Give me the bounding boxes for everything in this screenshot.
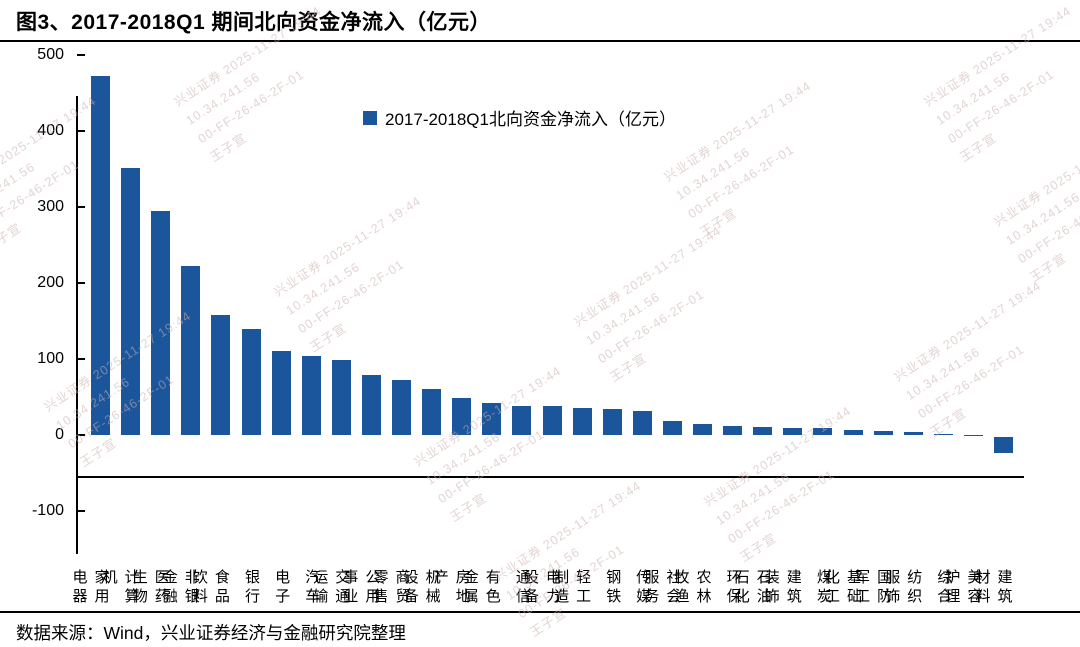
- x-axis-label: 纺织服饰: [883, 569, 923, 607]
- bar: [632, 410, 652, 435]
- bar: [783, 428, 803, 435]
- legend-marker-icon: [363, 110, 377, 125]
- y-tick-label: -100: [31, 502, 64, 519]
- bar: [181, 265, 201, 435]
- x-axis-label: 有色金属: [461, 569, 501, 607]
- bar: [392, 379, 411, 435]
- bar: [452, 397, 472, 435]
- x-axis-label: 社会服务: [642, 569, 682, 607]
- x-axis-label: 美容护理: [943, 569, 983, 607]
- bar: [482, 403, 502, 435]
- bar: [301, 355, 321, 435]
- x-axis-label: 汽车: [303, 569, 321, 607]
- x-axis-label: 环保: [724, 569, 742, 607]
- y-tick-mark: [77, 434, 85, 436]
- bar: [933, 433, 953, 435]
- x-axis-label: 房地产: [431, 569, 471, 607]
- x-axis-label: 食品饮料: [190, 569, 230, 607]
- y-tick-label: 300: [37, 198, 64, 215]
- bar: [151, 210, 171, 435]
- legend: 2017-2018Q1北向资金净流入（亿元）: [363, 105, 676, 130]
- x-axis-label: 国防军工: [853, 569, 893, 607]
- x-axis-label: 医药生物: [130, 569, 170, 607]
- x-axis-label: 家用电器: [70, 569, 110, 607]
- y-tick-mark: [77, 130, 85, 132]
- x-axis-label: 计算机: [100, 569, 140, 607]
- legend-label: 2017-2018Q1北向资金净流入（亿元）: [385, 110, 676, 129]
- x-axis-label: 电子: [273, 569, 291, 607]
- x-axis-label: 非银金融: [160, 569, 200, 607]
- bar: [813, 428, 833, 435]
- y-tick-mark: [77, 54, 85, 56]
- x-axis-label: 基础化工: [823, 569, 862, 607]
- bar: [512, 406, 532, 435]
- y-tick-mark: [77, 206, 85, 208]
- bar: [903, 431, 923, 435]
- bar: [753, 427, 773, 435]
- x-axis-label: 建筑材料: [973, 569, 1013, 607]
- bar: [723, 425, 743, 435]
- x-axis-label: 机械设备: [401, 569, 441, 607]
- bar: [994, 437, 1013, 453]
- bar: [572, 408, 592, 435]
- x-axis-label: 综合: [935, 569, 953, 607]
- bar: [91, 76, 110, 435]
- y-axis-line: [76, 96, 78, 554]
- x-axis-label: 农林牧渔: [672, 569, 712, 607]
- bar: [211, 314, 231, 435]
- bar: [662, 420, 682, 435]
- x-axis-label: 建筑装饰: [762, 569, 802, 607]
- y-tick-mark: [77, 510, 85, 512]
- bar: [121, 168, 141, 435]
- x-axis-label: 银行: [243, 569, 260, 607]
- x-axis-line: [77, 476, 1024, 478]
- y-tick-label: 400: [37, 122, 64, 139]
- bar-chart: 500 400 300 200 100 0 -100 2017-2018Q1北向资金净流入（…: [0, 42, 1080, 611]
- bar: [271, 350, 291, 435]
- x-axis-label: 钢铁: [604, 569, 622, 607]
- x-axis-label: 通信: [513, 569, 531, 607]
- y-tick-label: 500: [37, 46, 64, 63]
- bar: [693, 424, 712, 435]
- chart-divider: [0, 611, 1080, 613]
- bar: [542, 406, 562, 435]
- y-tick-mark: [77, 358, 85, 360]
- bar: [602, 409, 622, 435]
- bar: [331, 359, 351, 435]
- source-note: 数据来源：Wind，兴业证券经济与金融研究院整理: [16, 623, 406, 643]
- x-axis-label: 商贸零售: [371, 569, 411, 607]
- figure-title: 图3、2017-2018Q1 期间北向资金净流入（亿元）: [16, 11, 491, 34]
- x-axis-label: 轻工制造: [552, 569, 592, 607]
- x-axis-label: 公用事业: [341, 569, 381, 607]
- y-tick-label: 100: [37, 350, 64, 367]
- y-tick-mark: [77, 282, 85, 284]
- bar: [843, 430, 863, 435]
- x-axis-label: 电力设备: [522, 569, 561, 607]
- bar: [361, 374, 381, 435]
- y-tick-label: 200: [37, 274, 64, 291]
- bar: [873, 431, 893, 435]
- x-axis-label: 传媒: [634, 569, 652, 607]
- y-tick-label: 0: [55, 426, 64, 443]
- x-axis-label: 交通运输: [311, 569, 351, 607]
- bar: [241, 328, 261, 435]
- x-axis-label: 煤炭: [814, 569, 832, 607]
- x-axis-label: 石油石化: [732, 569, 772, 607]
- bar: [422, 389, 442, 435]
- title-divider: [0, 40, 1080, 42]
